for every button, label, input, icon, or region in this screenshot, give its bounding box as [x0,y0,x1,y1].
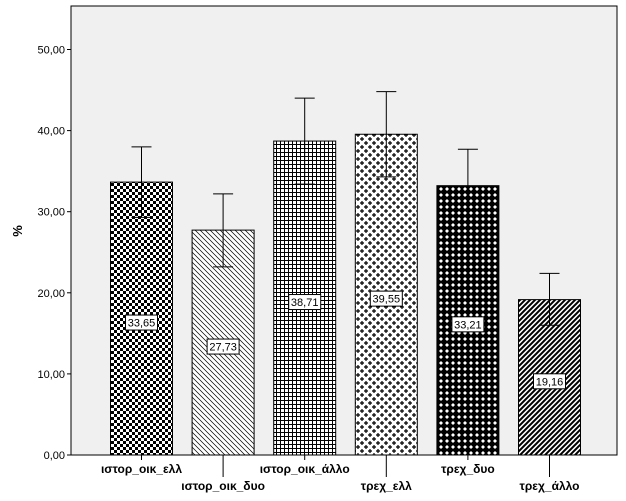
x-tick-label: τρεχ_ελλ [361,479,412,493]
value-label: 39,55 [373,294,401,306]
y-tick-label: 20,00 [37,288,65,300]
x-tick-label: τρεχ_άλλο [520,479,580,493]
value-label: 33,21 [454,319,482,331]
y-tick-label: 50,00 [37,45,65,57]
y-tick-label: 0,00 [44,450,65,462]
y-tick-label: 10,00 [37,369,65,381]
value-label-box [288,294,322,311]
y-axis: 0,00 10,00 20,00 30,00 40,00 50,00 [37,45,71,462]
value-label: 19,16 [536,376,564,388]
value-label-box [533,373,566,390]
x-axis: ιστορ_οικ_ελλ ιστορ_οικ_δυο ιστορ_οικ_άλλο… [101,455,580,493]
value-label-box [369,290,403,307]
value-label-box [451,316,485,333]
x-tick-label: ιστορ_οικ_ελλ [101,462,182,476]
y-axis-title: % [10,225,25,237]
y-tick-label: 40,00 [37,126,65,138]
x-tick-label: τρεχ_δυο [441,462,495,476]
x-tick-label: ιστορ_οικ_δυο [181,479,265,493]
x-tick-label: ιστορ_οικ_άλλο [260,462,350,476]
y-tick-label: 30,00 [37,207,65,219]
value-label: 27,73 [209,342,237,354]
value-label: 33,65 [128,318,156,330]
value-label: 38,71 [291,297,319,309]
value-label-box [206,338,240,355]
bars-group: 33,65 27,73 38,71 39,55 33,21 19,16 [110,91,581,456]
value-label-box [125,314,158,331]
